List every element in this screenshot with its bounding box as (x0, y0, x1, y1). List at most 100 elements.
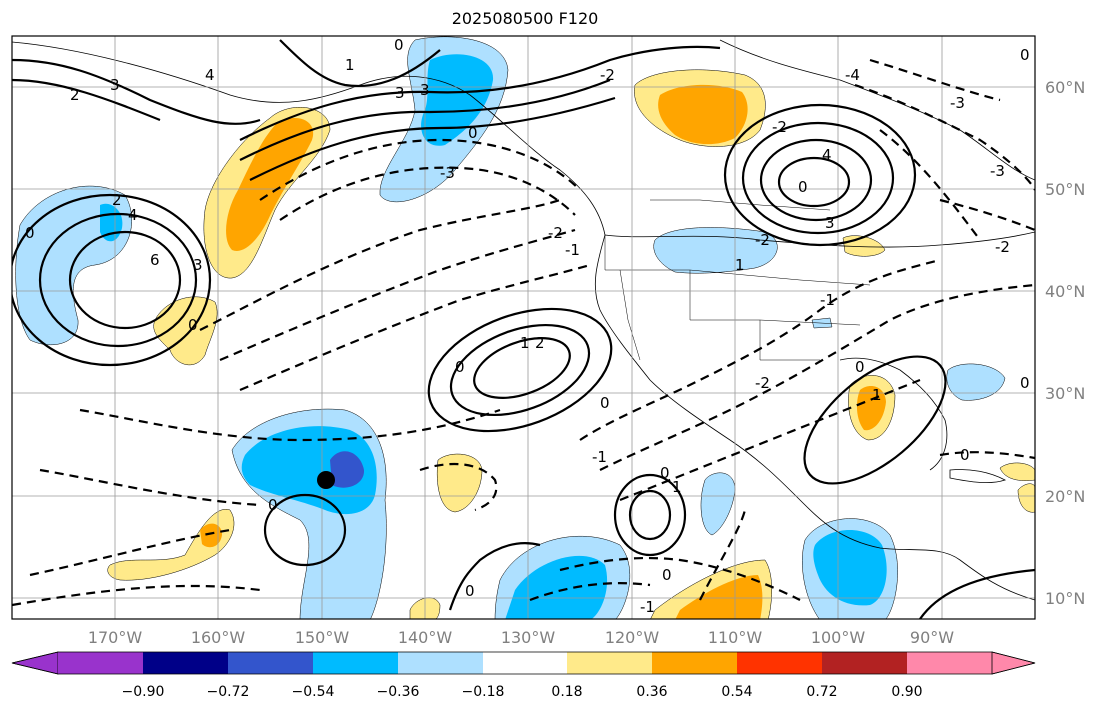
contour-line (869, 58, 1001, 102)
contour-label: 3 (110, 76, 120, 94)
contour-line (759, 138, 873, 222)
contour-line (259, 138, 581, 201)
contour-line (12, 584, 261, 607)
contour-label: 0 (455, 358, 465, 376)
lon-tick-label: 170°W (88, 628, 143, 647)
contour-line (559, 556, 801, 601)
lon-tick-label: 100°W (811, 628, 866, 647)
coastline (12, 41, 1035, 601)
colorbar-segment (567, 652, 652, 674)
contour-label: -2 (755, 231, 770, 249)
contour-line (68, 230, 182, 330)
map-title: 2025080500 F120 (451, 9, 599, 28)
contour-label: 1 (520, 334, 530, 352)
colorbar-segment (652, 652, 737, 674)
lat-tick-label: 40°N (1045, 282, 1085, 301)
contour-label: 4 (205, 66, 215, 84)
latitude-axis: 60°N 50°N 40°N 30°N 20°N 10°N (1045, 78, 1085, 608)
anomaly-region (107, 509, 235, 581)
contour-label: 2 (70, 86, 80, 104)
contour-line (79, 408, 501, 442)
contour-line (219, 228, 576, 362)
contour-label: 0 (394, 36, 404, 54)
coastline (949, 469, 1007, 484)
map-plot-area: 0 1 2 3 4 -3 -2 -1 1 2 0 0 -1 0 1 0 -1 0… (12, 36, 1035, 619)
contour-label: 0 (468, 124, 478, 142)
lat-tick-label: 20°N (1045, 487, 1085, 506)
lon-tick-label: 150°W (295, 628, 350, 647)
map-frame (11, 35, 1036, 620)
contour-line (777, 156, 851, 208)
contour-line (448, 542, 541, 611)
contour-label: -3 (990, 162, 1005, 180)
lat-tick-label: 60°N (1045, 78, 1085, 97)
anomaly-region (505, 556, 608, 619)
lon-tick-label: 130°W (501, 628, 556, 647)
state-borders (604, 199, 871, 361)
colorbar-segment (483, 652, 567, 674)
colorbar-extend-high (991, 651, 1036, 675)
anomaly-region (999, 462, 1035, 481)
contour-line (579, 258, 941, 441)
colorbar-outline (11, 651, 1036, 675)
contour-line (39, 468, 261, 507)
contour-line (427, 307, 613, 433)
contour-label: 3 (825, 214, 835, 232)
anomaly-region (946, 363, 1006, 401)
contour-label: -4 (845, 66, 860, 84)
contour-label: 2 (535, 334, 545, 352)
contour-label: 3 (193, 256, 203, 274)
colorbar-segment (737, 652, 822, 674)
anomaly-region (658, 84, 748, 145)
contour-label: -1 (820, 291, 835, 309)
contour-label: -2 (600, 66, 615, 84)
contour-label: 0 (960, 446, 970, 464)
contour-line (12, 193, 212, 367)
lat-tick-label: 50°N (1045, 180, 1085, 199)
contour-label: 1 (672, 478, 682, 496)
positive-contours (12, 39, 1035, 619)
anomaly-region (700, 472, 736, 536)
contour-label: 0 (25, 224, 35, 242)
contour-label: 0 (1020, 46, 1030, 64)
contour-line (723, 103, 917, 247)
contour-line (741, 121, 895, 235)
contour-label: 6 (150, 251, 160, 269)
colorbar-segment (313, 652, 398, 674)
contour-label: 3 (420, 81, 430, 99)
anomaly-region (813, 530, 887, 606)
lon-tick-label: 140°W (398, 628, 453, 647)
colorbar: −0.90 −0.72 −0.54 −0.36 −0.18 0.18 0.36 … (11, 651, 1036, 700)
contour-label: 0 (798, 178, 808, 196)
colorbar-extend-low (11, 651, 59, 675)
colorbar-tick-label: −0.90 (122, 684, 165, 700)
negative-contours (12, 58, 1035, 607)
contour-line (879, 129, 981, 241)
colorbar-tick-label: 0.72 (806, 684, 837, 700)
contour-line (279, 39, 441, 87)
lon-tick-label: 110°W (708, 628, 763, 647)
contour-label: 3 (395, 84, 405, 102)
shaded-field (15, 36, 1035, 619)
contour-line (939, 198, 1035, 232)
contour-label: -3 (440, 164, 455, 182)
lon-tick-label: 160°W (191, 628, 246, 647)
longitude-axis: 170°W 160°W 150°W 140°W 130°W 120°W 110°… (88, 628, 954, 647)
colorbar-tick-label: −0.72 (207, 684, 250, 700)
colorbar-segment (58, 652, 143, 674)
colorbar-segment (228, 652, 313, 674)
anomaly-region (421, 54, 494, 146)
colorbar-segment (907, 652, 992, 674)
colorbar-tick-label: 0.54 (721, 684, 752, 700)
contour-label: -1 (640, 598, 655, 616)
anomaly-region (675, 575, 763, 619)
contour-label: 1 (735, 256, 745, 274)
contour-label: 4 (128, 206, 138, 224)
contour-line (38, 212, 198, 348)
contour-line (803, 355, 947, 485)
contour-label: 0 (662, 566, 672, 584)
contour-label: 1 (872, 386, 882, 404)
colorbar-tick-label: 0.36 (636, 684, 667, 700)
contour-line (599, 283, 1035, 471)
